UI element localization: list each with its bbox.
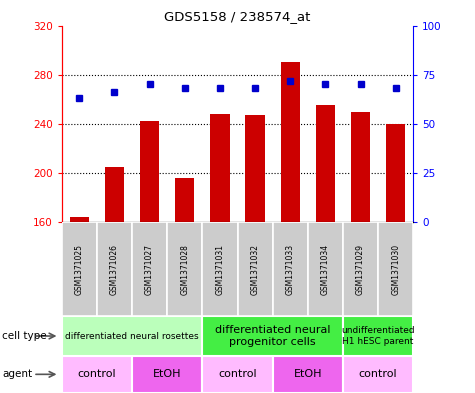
Bar: [273, 222, 308, 316]
Bar: [343, 222, 378, 316]
Bar: [167, 222, 202, 316]
Text: GSM1371025: GSM1371025: [75, 244, 84, 295]
Text: GSM1371028: GSM1371028: [180, 244, 189, 295]
Bar: [378, 222, 413, 316]
Title: GDS5158 / 238574_at: GDS5158 / 238574_at: [164, 10, 311, 23]
Bar: [62, 316, 202, 356]
Bar: [246, 115, 265, 222]
Bar: [273, 356, 343, 393]
Text: GSM1371027: GSM1371027: [145, 244, 154, 295]
Text: differentiated neural rosettes: differentiated neural rosettes: [65, 332, 199, 340]
Text: control: control: [359, 369, 398, 379]
Text: undifferentiated
H1 hESC parent: undifferentiated H1 hESC parent: [341, 326, 415, 346]
Text: control: control: [77, 369, 116, 379]
Text: cell type: cell type: [2, 331, 47, 341]
Bar: [202, 316, 343, 356]
Text: GSM1371032: GSM1371032: [251, 244, 259, 295]
Bar: [132, 222, 167, 316]
Bar: [210, 114, 229, 222]
Text: GSM1371026: GSM1371026: [110, 244, 119, 295]
Bar: [132, 356, 202, 393]
Text: EtOH: EtOH: [294, 369, 322, 379]
Bar: [202, 356, 273, 393]
Bar: [343, 356, 413, 393]
Bar: [175, 178, 194, 222]
Text: GSM1371033: GSM1371033: [286, 244, 294, 295]
Bar: [105, 167, 124, 222]
Bar: [343, 316, 413, 356]
Text: GSM1371034: GSM1371034: [321, 244, 330, 295]
Bar: [62, 356, 132, 393]
Bar: [281, 62, 300, 222]
Text: GSM1371029: GSM1371029: [356, 244, 365, 295]
Bar: [316, 105, 335, 222]
Bar: [386, 124, 405, 222]
Bar: [62, 222, 97, 316]
Text: GSM1371031: GSM1371031: [216, 244, 224, 295]
Bar: [70, 217, 89, 222]
Bar: [351, 112, 370, 222]
Bar: [202, 222, 238, 316]
Bar: [238, 222, 273, 316]
Bar: [140, 121, 159, 222]
Text: EtOH: EtOH: [153, 369, 181, 379]
Bar: [97, 222, 132, 316]
Text: GSM1371030: GSM1371030: [391, 244, 400, 295]
Text: differentiated neural
progenitor cells: differentiated neural progenitor cells: [215, 325, 331, 347]
Text: control: control: [218, 369, 257, 379]
Text: agent: agent: [2, 369, 32, 379]
Bar: [308, 222, 343, 316]
